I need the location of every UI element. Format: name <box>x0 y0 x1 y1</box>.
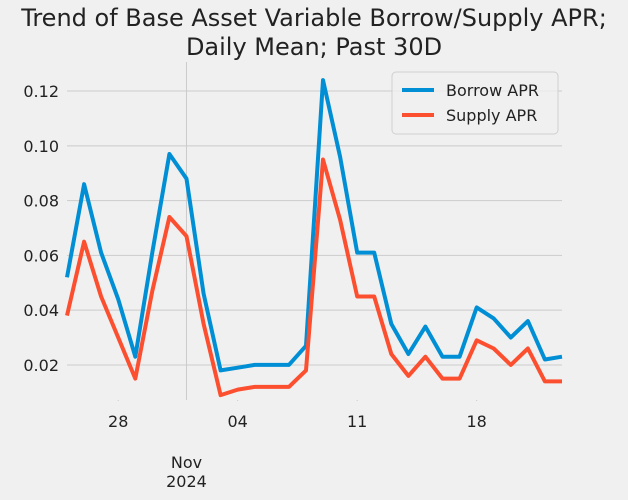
chart-title: Trend of Base Asset Variable Borrow/Supp… <box>21 4 607 61</box>
line <box>65 78 563 373</box>
legend-label: Supply APR <box>446 106 537 125</box>
y-tick-label: 0.12 <box>23 82 59 101</box>
x-minor-tick-label: Nov 2024 <box>166 453 207 491</box>
line <box>65 157 562 398</box>
y-tick-label: 0.08 <box>23 192 59 211</box>
legend-label: Borrow APR <box>446 81 539 100</box>
legend-box <box>391 71 559 135</box>
y-tick-label: 0.04 <box>23 301 59 320</box>
x-tick-label: 04 <box>228 412 248 431</box>
y-tick-label: 0.06 <box>23 246 59 265</box>
x-tick-label: 11 <box>347 412 367 431</box>
x-tick-label: 28 <box>108 412 128 431</box>
x-tick-label: 18 <box>466 412 486 431</box>
y-tick-label: 0.10 <box>23 137 59 156</box>
y-tick-label: 0.02 <box>23 356 59 375</box>
